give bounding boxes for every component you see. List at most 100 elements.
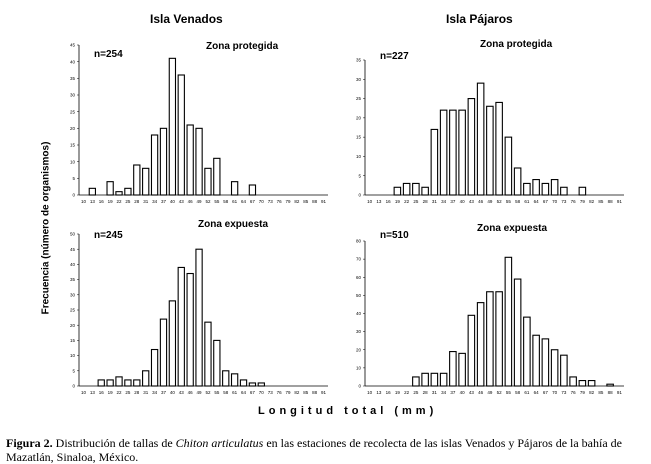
bar-61 — [523, 182, 531, 196]
x-tick-label: 31 — [432, 390, 438, 395]
y-tick-label: 10 — [70, 353, 76, 358]
x-tick-label: 46 — [478, 390, 484, 395]
bar-76 — [569, 376, 577, 387]
x-tick-label: 22 — [117, 199, 123, 204]
x-tick-label: 85 — [303, 390, 309, 395]
x-tick-label: 52 — [497, 199, 503, 204]
x-tick-label: 58 — [515, 390, 521, 395]
panel-title: Zona protegida — [206, 41, 279, 52]
y-tick-label: 20 — [356, 347, 362, 352]
y-tick-label: 0 — [358, 384, 361, 389]
x-tick-label: 88 — [312, 390, 318, 395]
bar-46 — [476, 82, 485, 196]
bar-88 — [606, 383, 614, 387]
x-tick-label: 61 — [232, 390, 238, 395]
bar-79 — [578, 380, 587, 387]
x-tick-label: 46 — [188, 390, 194, 395]
bar-25 — [124, 379, 132, 387]
bar-25 — [124, 187, 132, 196]
x-tick-label: 70 — [259, 199, 265, 204]
x-tick-label: 73 — [561, 199, 567, 204]
x-tick-label: 10 — [81, 199, 87, 204]
sample-size-label: n=245 — [94, 230, 123, 241]
x-tick-label: 31 — [432, 199, 438, 204]
x-tick-label: 64 — [241, 199, 247, 204]
bar-40 — [168, 57, 177, 196]
bar-37 — [159, 318, 168, 387]
bar-49 — [486, 291, 494, 387]
bar-13 — [88, 187, 97, 196]
bar-46 — [476, 302, 485, 387]
x-tick-label: 28 — [134, 390, 140, 395]
bar-19 — [106, 181, 114, 196]
bar-19 — [106, 379, 114, 387]
x-tick-label: 37 — [161, 199, 167, 204]
x-tick-label: 76 — [571, 199, 577, 204]
bar-55 — [504, 256, 513, 387]
x-tick-label: 70 — [552, 390, 558, 395]
x-tick-label: 19 — [108, 199, 114, 204]
x-tick-label: 58 — [223, 390, 229, 395]
bar-64 — [239, 379, 248, 387]
bar-49 — [195, 248, 203, 387]
bar-73 — [560, 186, 568, 196]
x-tick-label: 49 — [487, 199, 493, 204]
y-tick-label: 25 — [70, 109, 76, 114]
x-tick-label: 64 — [241, 390, 247, 395]
x-tick-label: 40 — [170, 199, 176, 204]
x-tick-label: 82 — [589, 199, 595, 204]
x-tick-label: 91 — [321, 390, 327, 395]
x-tick-label: 58 — [515, 199, 521, 204]
x-tick-label: 58 — [223, 199, 229, 204]
x-axis-label: Longitud total (mm) — [258, 405, 438, 417]
x-tick-label: 46 — [478, 199, 484, 204]
bar-67 — [248, 382, 257, 387]
y-tick-label: 10 — [356, 154, 362, 159]
bar-52 — [204, 321, 212, 387]
x-tick-label: 64 — [534, 390, 540, 395]
figure-caption: Figura 2. Distribución de tallas de Chit… — [6, 436, 646, 464]
x-tick-label: 10 — [367, 390, 373, 395]
y-tick-label: 10 — [356, 365, 362, 370]
bar-28 — [133, 164, 141, 196]
x-tick-label: 91 — [321, 199, 327, 204]
x-tick-label: 76 — [277, 199, 283, 204]
column-title-left: Isla Venados — [150, 12, 223, 26]
x-tick-label: 76 — [277, 390, 283, 395]
x-tick-label: 85 — [598, 199, 604, 204]
x-tick-label: 70 — [259, 390, 265, 395]
x-tick-label: 61 — [524, 199, 530, 204]
x-tick-label: 40 — [460, 199, 466, 204]
bar-37 — [449, 351, 457, 387]
y-tick-label: 0 — [72, 193, 75, 198]
x-tick-label: 88 — [608, 390, 614, 395]
panel-title: Zona protegida — [480, 39, 553, 50]
x-tick-label: 82 — [294, 390, 300, 395]
x-tick-label: 88 — [608, 199, 614, 204]
y-tick-label: 10 — [70, 159, 76, 164]
x-tick-label: 52 — [497, 390, 503, 395]
y-tick-label: 30 — [356, 329, 362, 334]
y-tick-label: 5 — [72, 368, 75, 373]
y-tick-label: 15 — [70, 338, 76, 343]
bar-52 — [495, 101, 503, 196]
bar-55 — [504, 136, 513, 196]
bar-55 — [213, 339, 221, 387]
bar-46 — [186, 272, 194, 387]
x-tick-label: 43 — [179, 390, 185, 395]
y-tick-label: 35 — [70, 277, 76, 282]
y-tick-label: 40 — [356, 311, 362, 316]
x-tick-label: 25 — [125, 390, 131, 395]
x-tick-label: 82 — [589, 390, 595, 395]
bar-58 — [222, 370, 230, 387]
bar-43 — [177, 266, 185, 387]
bar-16 — [97, 379, 105, 387]
bar-55 — [213, 157, 221, 196]
y-tick-label: 60 — [356, 275, 362, 280]
x-tick-label: 31 — [143, 199, 149, 204]
x-tick-label: 55 — [214, 199, 220, 204]
x-tick-label: 37 — [450, 390, 456, 395]
x-tick-label: 67 — [543, 199, 549, 204]
x-tick-label: 49 — [197, 199, 203, 204]
